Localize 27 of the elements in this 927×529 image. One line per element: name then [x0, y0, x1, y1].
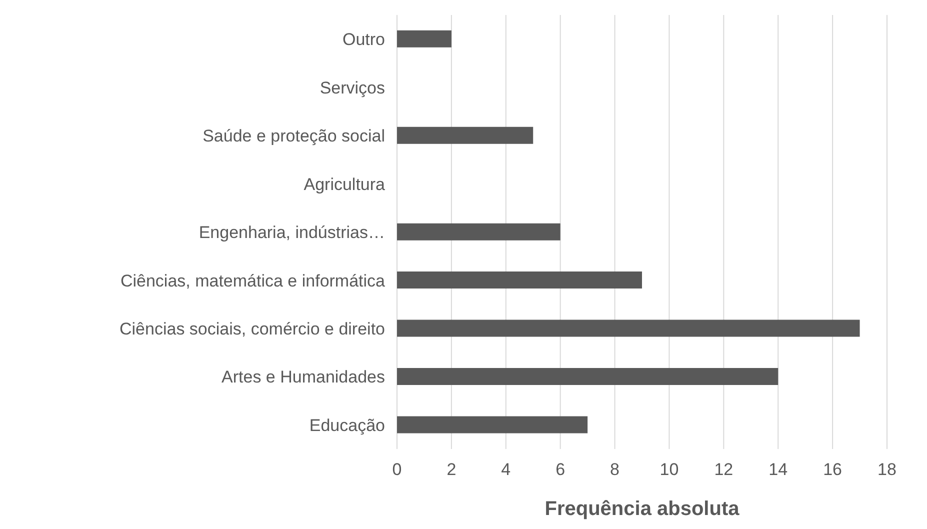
y-tick-label: Artes e Humanidades — [222, 368, 385, 387]
x-tick-label: 4 — [501, 460, 511, 480]
x-tick-label: 14 — [768, 460, 788, 480]
y-tick-label: Ciências sociais, comércio e direito — [120, 319, 385, 338]
y-tick-label: Engenharia, indústrias… — [198, 223, 385, 242]
x-tick-label: 18 — [878, 460, 896, 480]
bar — [397, 126, 534, 144]
x-tick-label: 16 — [823, 460, 842, 480]
x-tick-label: 6 — [556, 460, 566, 480]
bar — [397, 368, 778, 385]
x-tick-label: 10 — [660, 460, 679, 480]
bar — [397, 320, 860, 337]
y-tick-label: Serviços — [320, 78, 385, 98]
bar — [397, 416, 588, 434]
x-tick-label: 8 — [610, 460, 620, 480]
x-tick-label: 12 — [714, 460, 734, 480]
y-tick-label: Agricultura — [304, 174, 386, 194]
y-tick-label: Outro — [342, 30, 385, 50]
bar — [397, 30, 452, 48]
x-tick-label: 2 — [446, 460, 456, 480]
y-tick-label: Saúde e proteção social — [202, 126, 385, 146]
y-tick-label: Ciências, matemática e informática — [120, 271, 386, 290]
x-axis-title: Frequência absoluta — [544, 498, 740, 520]
y-tick-label: Educação — [309, 416, 385, 435]
bar — [397, 223, 560, 240]
bar — [397, 272, 642, 289]
x-tick-label: 0 — [392, 460, 402, 480]
